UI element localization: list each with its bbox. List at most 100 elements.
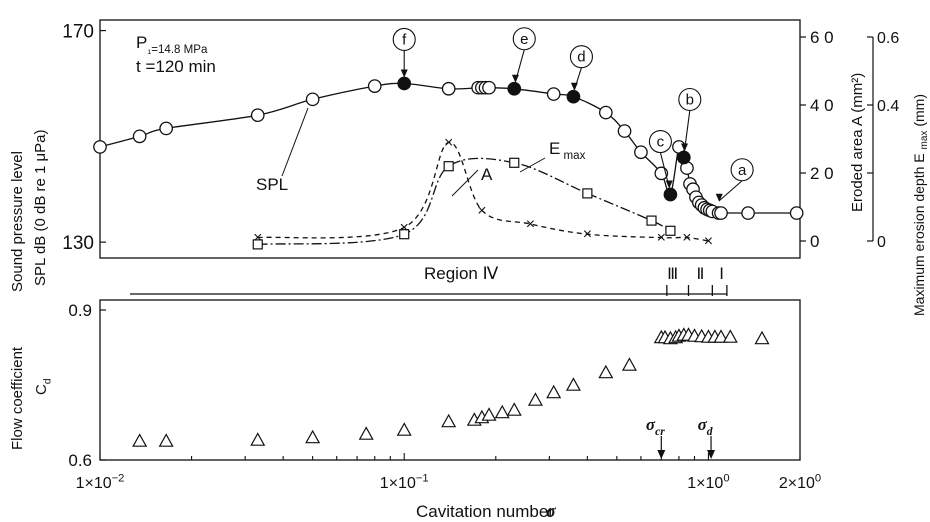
spl-point-open <box>441 81 456 96</box>
area-tick-label: 4 0 <box>810 96 834 115</box>
cd-axis-symbol-base: C <box>33 384 50 395</box>
x-axis-title: Cavitation number <box>416 502 554 521</box>
x-tick-label-base: 2×10 <box>779 475 815 492</box>
cd-point <box>621 357 637 371</box>
emax-point: × <box>583 226 592 243</box>
cd-point <box>713 329 729 343</box>
area-axis-title: Eroded area A (mm²) <box>849 73 866 212</box>
x-tick-label-sup: 0 <box>723 472 729 484</box>
point-letter-arrowhead <box>715 193 723 202</box>
area-point <box>582 188 593 199</box>
spl-point-filled <box>663 187 678 202</box>
area-point <box>399 229 410 240</box>
emax-point: × <box>253 230 262 247</box>
point-letter-circle <box>648 129 672 154</box>
point-letter-circle <box>678 87 702 112</box>
point-letter: c <box>657 134 665 151</box>
pressure-note-sub: ₁=14.8 MPa <box>147 44 208 56</box>
cd-axis-title: Flow coefficient <box>9 346 26 450</box>
spl-point-open <box>132 129 147 144</box>
emax-series-label-sub: max <box>560 150 585 162</box>
sigma-marker-label-base: σ <box>698 415 708 434</box>
cd-point <box>441 413 457 428</box>
point-letter-arrowhead <box>400 69 408 78</box>
spl-point-open <box>714 206 728 220</box>
emax-tick-label: 0 <box>877 234 886 251</box>
cd-point <box>754 330 770 345</box>
emax-point: × <box>400 219 409 236</box>
emax-point: × <box>477 202 486 219</box>
sigma-marker-label: σcr <box>646 415 665 438</box>
area-point <box>665 225 676 236</box>
cd-point <box>305 429 321 444</box>
region-iv-label: Region Ⅳ <box>424 264 499 283</box>
region-iii-label: Ⅲ <box>667 266 678 283</box>
spl-point-open <box>250 108 265 123</box>
cd-axis-symbol: Cd <box>33 378 54 395</box>
cd-point <box>527 392 543 406</box>
emax-point: × <box>444 134 453 151</box>
point-letter-arrowhead <box>511 74 519 83</box>
sigma-marker-arrowhead <box>707 450 716 459</box>
cd-tick-label: 0.6 <box>68 451 92 470</box>
area-label-leader <box>451 169 479 197</box>
cd-point <box>481 407 497 421</box>
spl-point-open <box>546 87 561 101</box>
sigma-marker-label-sub: d <box>707 425 713 438</box>
emax-point: × <box>704 233 713 250</box>
sigma-marker-arrowhead <box>657 450 666 459</box>
emax-axis-title-part: max <box>919 131 930 150</box>
x-tick-label: 2×100 <box>779 472 821 492</box>
point-letter-arrowhead <box>570 82 578 91</box>
emax-axis-title: Maximum erosion depth E max (mm) <box>911 94 930 316</box>
spl-point-open <box>634 145 648 160</box>
point-letter-arrowhead <box>665 180 673 189</box>
point-letter-circle <box>730 158 754 182</box>
area-tick-label: 6 0 <box>810 28 834 47</box>
emax-series-label: E max <box>549 139 586 162</box>
area-point <box>443 161 454 172</box>
spl-point-filled <box>676 150 691 165</box>
x-tick-label-sup: −1 <box>416 472 429 484</box>
area-series-label: A <box>481 165 493 184</box>
point-letter: d <box>577 49 585 66</box>
spl-series-label: SPL <box>256 175 288 194</box>
x-axis-title-base: Cavitation number <box>416 502 554 521</box>
cd-point <box>250 432 266 446</box>
top-panel: 130 170 Sound pressure level SPL dB (0 dB r… <box>9 19 930 316</box>
region-i-label: Ⅰ <box>719 266 724 283</box>
emax-curve <box>257 141 709 242</box>
emax-label-leader <box>519 157 546 173</box>
cd-point <box>546 384 562 399</box>
x-tick-label: 1×100 <box>687 472 729 492</box>
sigma-marker-label-sub: cr <box>655 425 665 438</box>
cd-point <box>158 433 174 447</box>
cd-point <box>132 433 148 447</box>
cd-axis-symbol-sub: d <box>43 378 54 384</box>
point-letter-circle <box>512 27 536 51</box>
spl-point-filled <box>507 81 522 96</box>
area-point <box>252 239 263 250</box>
x-tick-label-base: 1×10 <box>687 475 723 492</box>
spl-point-open <box>741 206 755 220</box>
area-point <box>646 215 657 226</box>
cd-point <box>494 404 510 419</box>
emax-tick-label: 0.4 <box>877 98 899 115</box>
spl-point-open <box>482 80 496 95</box>
cd-point <box>722 329 738 343</box>
spl-tick-label: 130 <box>62 233 94 254</box>
x-axis-symbol: σ <box>546 501 557 521</box>
spl-point-open <box>789 206 804 220</box>
region-ii-label: Ⅱ <box>696 266 704 283</box>
x-tick-label-sup: −2 <box>112 472 125 484</box>
emax-point: × <box>682 230 691 247</box>
x-tick-label-base: 1×10 <box>76 475 112 492</box>
bottom-plot-frame <box>99 299 801 461</box>
emax-tick-label: 0.6 <box>877 30 899 47</box>
spl-point-open <box>367 79 382 93</box>
sigma-marker-label: σd <box>698 415 713 438</box>
spl-point-open <box>305 92 320 107</box>
time-note: t =120 min <box>136 57 216 76</box>
